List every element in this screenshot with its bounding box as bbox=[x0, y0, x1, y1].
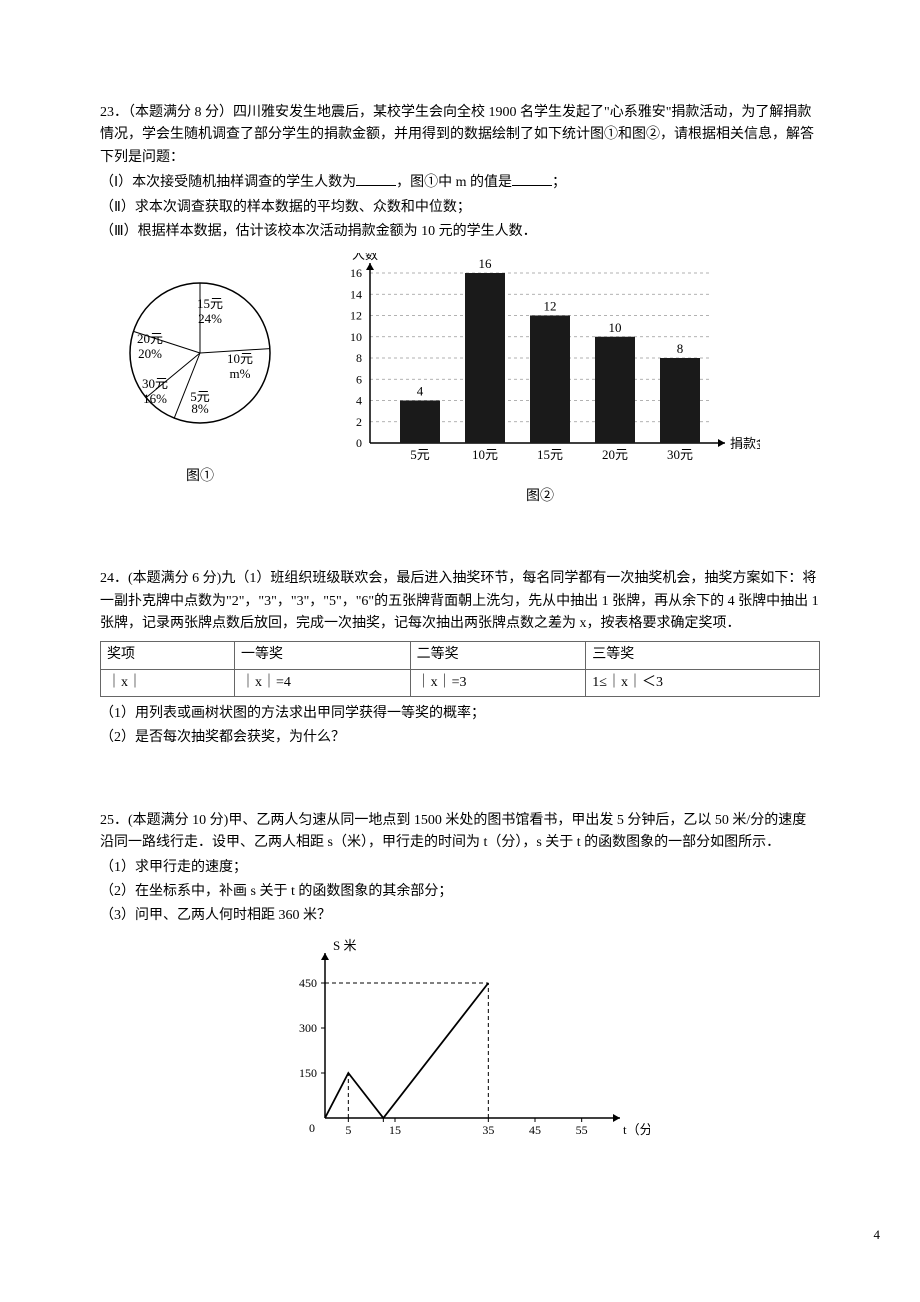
svg-text:5元: 5元 bbox=[410, 447, 430, 462]
svg-text:16%: 16% bbox=[143, 391, 167, 406]
problem-24: 24．(本题满分 6 分)九（1）班组织班级联欢会，最后进入抽奖环节，每名同学都… bbox=[100, 568, 820, 750]
svg-text:2: 2 bbox=[356, 415, 362, 429]
svg-text:8%: 8% bbox=[191, 401, 209, 416]
q25-chart-wrap: S 米 t（分） 0 150 300 450 5 15 35 45 55 bbox=[100, 938, 820, 1166]
q23-line2: （Ⅱ）求本次调查获取的样本数据的平均数、众数和中位数； bbox=[100, 197, 820, 219]
line-chart: S 米 t（分） 0 150 300 450 5 15 35 45 55 bbox=[270, 938, 650, 1158]
table-row: 奖项 一等奖 二等奖 三等奖 bbox=[101, 642, 820, 669]
q23-line3: （Ⅲ）根据样本数据，估计该校本次活动捐款金额为 10 元的学生人数． bbox=[100, 221, 820, 243]
svg-text:t（分）: t（分） bbox=[623, 1122, 650, 1137]
pie-caption: 图① bbox=[100, 466, 300, 488]
svg-text:10: 10 bbox=[350, 330, 362, 344]
q25-sub2: （2）在坐标系中，补画 s 关于 t 的函数图象的其余部分； bbox=[100, 881, 820, 903]
bar-chart: 0 2 4 6 8 10 12 14 16 人数捐款金额 4 5元 16 10元 12 15元 10 20元 8 30… bbox=[320, 253, 760, 473]
q25-sub3: （3）问甲、乙两人何时相距 360 米？ bbox=[100, 905, 820, 927]
svg-text:24%: 24% bbox=[198, 311, 222, 326]
cell: 奖项 bbox=[101, 642, 235, 669]
q23-figures: 15元24%10元m%5元8%30元16%20元20% 图① 024681012… bbox=[100, 253, 820, 508]
table-row: ｜x｜ ｜x｜=4 ｜x｜=3 1≤｜x｜＜3 bbox=[101, 669, 820, 696]
blank-1 bbox=[356, 171, 396, 186]
bar-chart-wrap: 0 2 4 6 8 10 12 14 16 人数捐款金额 4 5元 16 10元 12 15元 10 20元 8 30… bbox=[320, 253, 760, 508]
svg-text:12: 12 bbox=[544, 299, 557, 314]
cell: ｜x｜=4 bbox=[235, 669, 411, 696]
svg-text:30元: 30元 bbox=[142, 376, 168, 391]
svg-text:20%: 20% bbox=[138, 346, 162, 361]
q23-line1: （Ⅰ）本次接受随机抽样调查的学生人数为 ，图①中 m 的值是 ； bbox=[100, 171, 820, 194]
q24-sub2: （2）是否每次抽奖都会获奖，为什么？ bbox=[100, 727, 820, 749]
svg-text:450: 450 bbox=[299, 976, 317, 990]
q23-l1b: ，图①中 m 的值是 bbox=[396, 175, 512, 190]
q25-sub1: （1）求甲行走的速度； bbox=[100, 857, 820, 879]
pie-chart-wrap: 15元24%10元m%5元8%30元16%20元20% 图① bbox=[100, 253, 300, 488]
prize-table: 奖项 一等奖 二等奖 三等奖 ｜x｜ ｜x｜=4 ｜x｜=3 1≤｜x｜＜3 bbox=[100, 641, 820, 697]
svg-text:4: 4 bbox=[417, 384, 424, 399]
q23-l1c: ； bbox=[552, 175, 566, 190]
svg-text:16: 16 bbox=[350, 266, 362, 280]
svg-text:10元: 10元 bbox=[227, 351, 253, 366]
cell: 二等奖 bbox=[410, 642, 586, 669]
svg-text:5: 5 bbox=[345, 1123, 351, 1137]
svg-text:30元: 30元 bbox=[667, 447, 693, 462]
svg-text:4: 4 bbox=[356, 394, 362, 408]
cell: 1≤｜x｜＜3 bbox=[586, 669, 820, 696]
svg-text:0: 0 bbox=[309, 1121, 315, 1135]
svg-text:14: 14 bbox=[350, 288, 362, 302]
svg-text:8: 8 bbox=[677, 341, 684, 356]
svg-text:35: 35 bbox=[482, 1123, 494, 1137]
svg-text:人数: 人数 bbox=[352, 253, 378, 262]
q25-header: 25．(本题满分 10 分)甲、乙两人匀速从同一地点到 1500 米处的图书馆看… bbox=[100, 810, 820, 855]
svg-text:20元: 20元 bbox=[602, 447, 628, 462]
svg-text:S 米: S 米 bbox=[333, 938, 356, 953]
svg-text:150: 150 bbox=[299, 1066, 317, 1080]
svg-text:15元: 15元 bbox=[197, 296, 223, 311]
q23-l1a: （Ⅰ）本次接受随机抽样调查的学生人数为 bbox=[100, 175, 356, 190]
svg-text:8: 8 bbox=[356, 351, 362, 365]
q24-header: 24．(本题满分 6 分)九（1）班组织班级联欢会，最后进入抽奖环节，每名同学都… bbox=[100, 568, 820, 635]
bar-caption: 图② bbox=[320, 486, 760, 508]
svg-text:20元: 20元 bbox=[137, 331, 163, 346]
q24-sub1: （1）用列表或画树状图的方法求出甲同学获得一等奖的概率； bbox=[100, 703, 820, 725]
svg-text:55: 55 bbox=[576, 1123, 588, 1137]
svg-text:m%: m% bbox=[230, 366, 251, 381]
cell: 一等奖 bbox=[235, 642, 411, 669]
problem-23: 23．（本题满分 8 分）四川雅安发生地震后，某校学生会向全校 1900 名学生… bbox=[100, 102, 820, 508]
blank-2 bbox=[512, 171, 552, 186]
page-number: 4 bbox=[874, 1225, 881, 1246]
svg-text:10元: 10元 bbox=[472, 447, 498, 462]
svg-text:0: 0 bbox=[356, 436, 362, 450]
cell: 三等奖 bbox=[586, 642, 820, 669]
svg-text:16: 16 bbox=[479, 256, 493, 271]
svg-text:12: 12 bbox=[350, 309, 362, 323]
pie-chart: 15元24%10元m%5元8%30元16%20元20% bbox=[100, 253, 300, 453]
svg-text:10: 10 bbox=[609, 320, 622, 335]
q23-header: 23．（本题满分 8 分）四川雅安发生地震后，某校学生会向全校 1900 名学生… bbox=[100, 102, 820, 169]
svg-text:捐款金额: 捐款金额 bbox=[730, 436, 760, 451]
problem-25: 25．(本题满分 10 分)甲、乙两人匀速从同一地点到 1500 米处的图书馆看… bbox=[100, 810, 820, 1166]
svg-text:15: 15 bbox=[389, 1123, 401, 1137]
svg-text:45: 45 bbox=[529, 1123, 541, 1137]
cell: ｜x｜=3 bbox=[410, 669, 586, 696]
svg-text:300: 300 bbox=[299, 1021, 317, 1035]
cell: ｜x｜ bbox=[101, 669, 235, 696]
svg-text:6: 6 bbox=[356, 373, 362, 387]
svg-text:15元: 15元 bbox=[537, 447, 563, 462]
